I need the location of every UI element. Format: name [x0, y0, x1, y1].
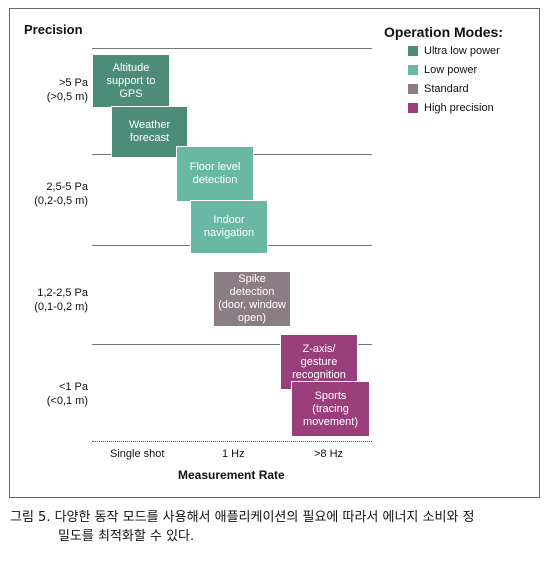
- y-label-1-2pa: 1,2-2,5 Pa (0,1-0,2 m): [34, 287, 88, 313]
- legend-swatch-high-precision: [408, 103, 418, 113]
- figure-caption: 그림 5. 다양한 동작 모드를 사용해서 애플리케이션의 필요에 따라서 에너…: [10, 508, 545, 546]
- box-weather-forecast: Weather forecast: [111, 106, 188, 158]
- x-label-single-shot: Single shot: [110, 448, 165, 460]
- y-label-gt5pa: >5 Pa (>0,5 m): [46, 77, 88, 103]
- x-label-8hz: >8 Hz: [314, 448, 344, 460]
- x-axis-baseline: [92, 441, 372, 442]
- legend-label-standard: Standard: [424, 83, 469, 95]
- x-axis-title: Measurement Rate: [178, 468, 285, 482]
- y-label-2-5pa: 2,5-5 Pa (0,2-0,5 m): [34, 181, 88, 207]
- legend-label-low: Low power: [424, 64, 478, 76]
- legend-swatch-low: [408, 65, 418, 75]
- box-sports-tracing: Sports (tracing movement): [291, 381, 370, 437]
- legend-label-high-precision: High precision: [424, 102, 494, 114]
- caption-line-2: 밀도를 최적화할 수 있다.: [58, 529, 195, 544]
- x-label-1hz: 1 Hz: [222, 448, 245, 460]
- legend-label-ultra-low: Ultra low power: [424, 45, 500, 57]
- legend-swatch-standard: [408, 84, 418, 94]
- y-axis-title: Precision: [24, 22, 83, 37]
- box-indoor-navigation: Indoor navigation: [190, 200, 268, 254]
- grid-line-3: [92, 344, 372, 345]
- box-spike-detection: Spike detection (door, window open): [213, 271, 291, 327]
- y-label-lt1pa: <1 Pa (<0,1 m): [46, 381, 88, 407]
- figure-frame: [9, 8, 540, 498]
- legend-title: Operation Modes:: [384, 24, 504, 40]
- box-floor-level: Floor level detection: [176, 146, 254, 202]
- legend-swatch-ultra-low: [408, 46, 418, 56]
- box-altitude-support: Altitude support to GPS: [92, 54, 170, 108]
- caption-line-1: 그림 5. 다양한 동작 모드를 사용해서 애플리케이션의 필요에 따라서 에너…: [10, 510, 475, 525]
- grid-line-top: [92, 48, 372, 49]
